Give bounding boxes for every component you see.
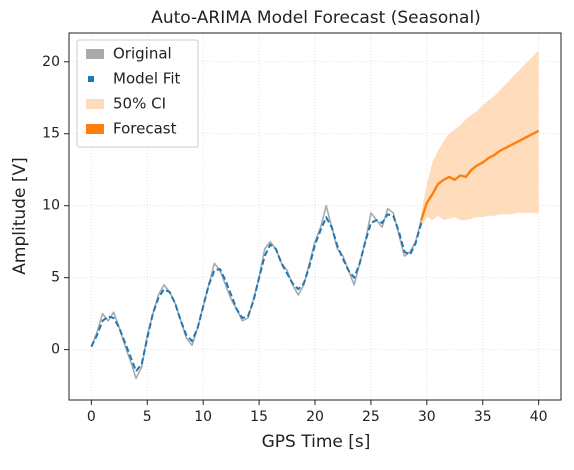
y-tick-label: 0 <box>51 342 60 358</box>
fit-line <box>90 213 423 373</box>
legend-label: Forecast <box>113 120 177 138</box>
y-tick-label: 5 <box>51 270 60 286</box>
x-tick-label: 40 <box>530 409 548 425</box>
y-tick-label: 10 <box>42 198 60 214</box>
chart-title: Auto-ARIMA Model Forecast (Seasonal) <box>151 8 481 28</box>
x-tick-label: 35 <box>474 409 492 425</box>
x-tick-label: 30 <box>418 409 436 425</box>
x-tick-label: 25 <box>362 409 380 425</box>
x-tick-label: 20 <box>306 409 324 425</box>
x-tick-label: 10 <box>194 409 212 425</box>
y-tick-label: 20 <box>42 54 60 70</box>
legend-handle <box>88 76 94 82</box>
x-tick-label: 5 <box>143 409 152 425</box>
data-line <box>420 129 540 221</box>
x-tick-label: 15 <box>250 409 268 425</box>
plot-frame <box>68 32 562 401</box>
legend-handle <box>86 124 104 134</box>
y-axis-label: Amplitude [V] <box>10 157 30 274</box>
y-tick-label: 15 <box>42 126 60 142</box>
legend: Original Model Fit 50% CI Forecast <box>76 39 199 148</box>
ci-band <box>421 50 539 228</box>
x-tick-label: 0 <box>87 409 96 425</box>
legend-handle <box>86 99 104 109</box>
legend-label: Original <box>113 45 172 63</box>
legend-handle <box>86 49 104 59</box>
legend-label: 50% CI <box>113 95 166 113</box>
x-axis-label: GPS Time [s] <box>262 432 371 452</box>
legend-label: Model Fit <box>113 70 181 88</box>
legend-box <box>76 39 199 148</box>
